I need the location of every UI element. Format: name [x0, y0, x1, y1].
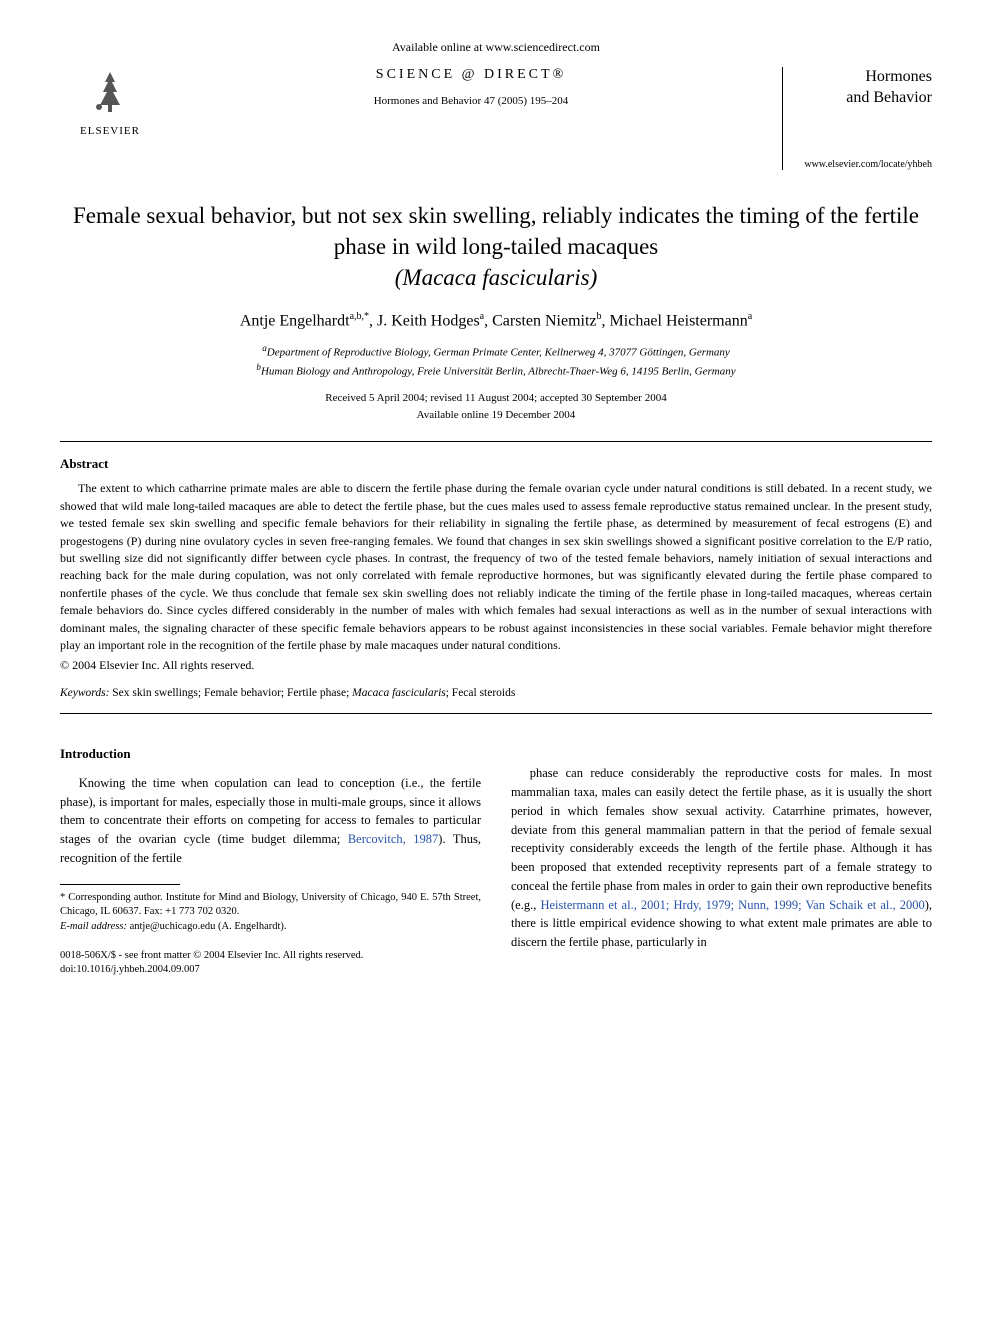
abstract-heading: Abstract: [60, 456, 932, 472]
author-1-sup: a,b,*: [350, 311, 369, 322]
affiliation-b: Human Biology and Anthropology, Freie Un…: [261, 366, 736, 378]
footnote-email: antje@uchicago.edu (A. Engelhardt).: [130, 921, 287, 932]
footnote-corr: * Corresponding author. Institute for Mi…: [60, 892, 481, 918]
intro-para-right: phase can reduce considerably the reprod…: [511, 764, 932, 952]
received-date: Received 5 April 2004; revised 11 August…: [325, 392, 666, 404]
keywords-text-before: Sex skin swellings; Female behavior; Fer…: [112, 687, 352, 699]
left-column: Introduction Knowing the time when copul…: [60, 720, 481, 978]
author-2: J. Keith Hodges: [377, 312, 480, 329]
article-dates: Received 5 April 2004; revised 11 August…: [60, 390, 932, 423]
journal-url: www.elsevier.com/locate/yhbeh: [795, 159, 932, 170]
doi-line1: 0018-506X/$ - see front matter © 2004 El…: [60, 950, 363, 961]
author-4-sup: a: [748, 311, 752, 322]
citation-heistermann-etal[interactable]: Heistermann et al., 2001; Hrdy, 1979; Nu…: [540, 898, 924, 912]
author-4: Michael Heistermann: [610, 312, 748, 329]
author-2-sup: a: [480, 311, 484, 322]
affiliations: aDepartment of Reproductive Biology, Ger…: [60, 342, 932, 380]
author-3-sup: b: [597, 311, 602, 322]
keywords-italic: Macaca fascicularis: [352, 687, 446, 699]
author-3: Carsten Niemitz: [492, 312, 596, 329]
journal-name-line1: Hormones: [865, 68, 932, 85]
article-title: Female sexual behavior, but not sex skin…: [60, 200, 932, 293]
title-species: (Macaca fascicularis): [395, 265, 597, 290]
right-column: phase can reduce considerably the reprod…: [511, 720, 932, 978]
author-list: Antje Engelhardta,b,*, J. Keith Hodgesa,…: [60, 311, 932, 330]
body-columns: Introduction Knowing the time when copul…: [60, 720, 932, 978]
author-1: Antje Engelhardt: [240, 312, 350, 329]
journal-name: Hormones and Behavior: [795, 67, 932, 109]
title-main: Female sexual behavior, but not sex skin…: [73, 203, 919, 259]
abstract-body: The extent to which catharrine primate m…: [60, 480, 932, 654]
sciencedirect-logo-text: SCIENCE @ DIRECT®: [160, 67, 782, 83]
publisher-name: ELSEVIER: [60, 125, 160, 137]
footnote-email-label: E-mail address:: [60, 921, 127, 932]
journal-reference: Hormones and Behavior 47 (2005) 195–204: [160, 95, 782, 107]
header-row: ELSEVIER SCIENCE @ DIRECT® Hormones and …: [60, 67, 932, 170]
journal-name-line2: and Behavior: [846, 89, 932, 106]
publisher-logo-block: ELSEVIER: [60, 67, 160, 137]
keywords-text-after: ; Fecal steroids: [446, 687, 516, 699]
citation-bercovitch[interactable]: Bercovitch, 1987: [348, 832, 438, 846]
intro-heading: Introduction: [60, 744, 481, 764]
keywords-line: Keywords: Sex skin swellings; Female beh…: [60, 687, 932, 699]
corresponding-footnote: * Corresponding author. Institute for Mi…: [60, 891, 481, 935]
elsevier-tree-icon: [85, 67, 135, 117]
doi-block: 0018-506X/$ - see front matter © 2004 El…: [60, 949, 481, 978]
footnote-separator: [60, 884, 180, 885]
affiliation-a: Department of Reproductive Biology, Germ…: [267, 347, 730, 359]
available-online-text: Available online at www.sciencedirect.co…: [60, 40, 932, 55]
keywords-label: Keywords:: [60, 687, 109, 699]
intro-right-text-1: phase can reduce considerably the reprod…: [511, 766, 932, 911]
divider: [60, 713, 932, 714]
divider: [60, 441, 932, 442]
intro-para-left: Knowing the time when copulation can lea…: [60, 774, 481, 868]
online-date: Available online 19 December 2004: [417, 409, 576, 421]
abstract-copyright: © 2004 Elsevier Inc. All rights reserved…: [60, 658, 932, 673]
doi-line2: doi:10.1016/j.yhbeh.2004.09.007: [60, 964, 200, 975]
